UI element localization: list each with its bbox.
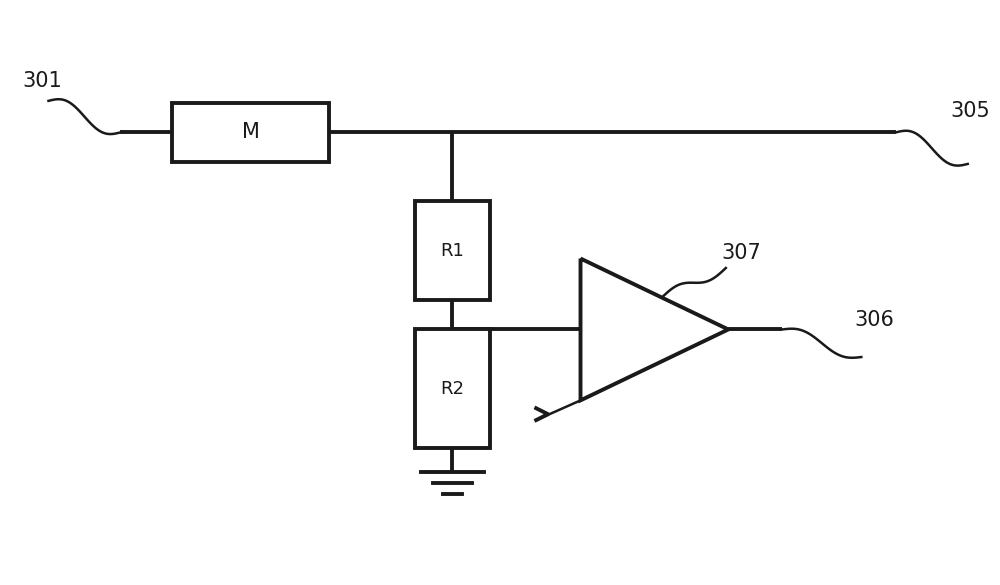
Text: R2: R2 [440, 380, 464, 398]
Text: 307: 307 [721, 243, 761, 263]
Text: 306: 306 [854, 309, 894, 329]
Bar [415, 201, 490, 300]
Text: R1: R1 [441, 242, 464, 260]
Text: 305: 305 [950, 101, 990, 121]
Bar [172, 103, 329, 162]
Bar [415, 329, 490, 448]
Text: M: M [242, 122, 259, 142]
Text: 301: 301 [22, 71, 62, 91]
